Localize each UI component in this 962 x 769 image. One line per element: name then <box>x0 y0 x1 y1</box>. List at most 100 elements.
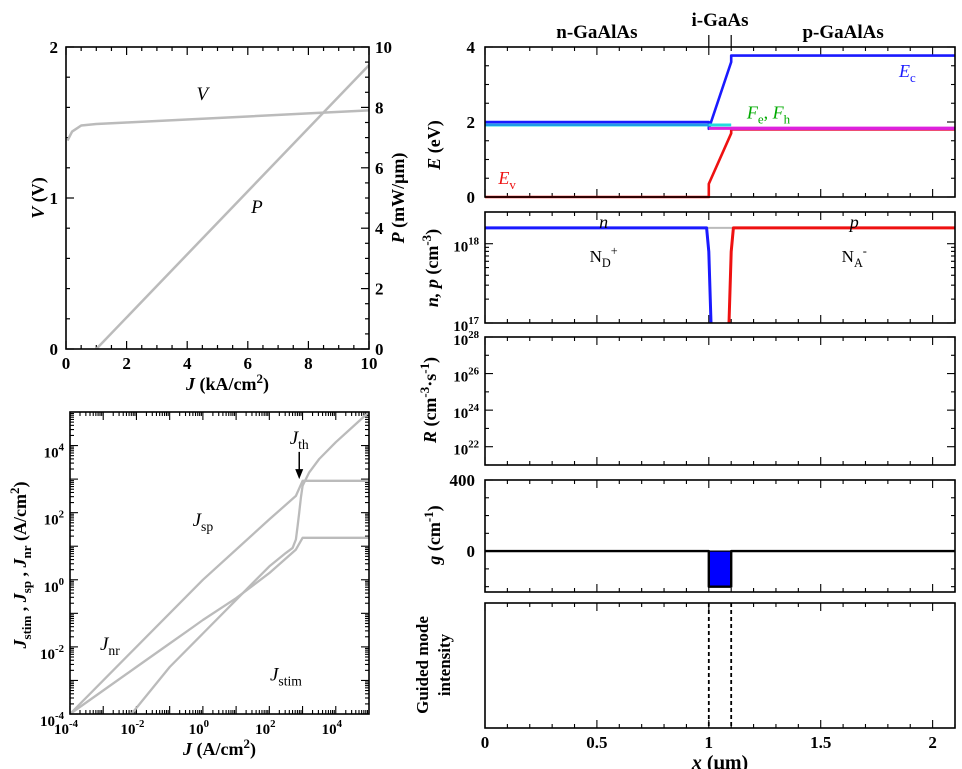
vp-xtick-label-4-part-0: 8 <box>304 354 313 373</box>
vp-xlabel-part-1: (kA/cm <box>195 374 257 395</box>
cur-annotation-sp: Jsp <box>193 510 214 534</box>
cur-ytick-label-1: 10-2 <box>40 643 64 663</box>
recomb-ytick-label-3: 1028 <box>453 329 479 349</box>
recomb-ylabel-part-3: ·s <box>420 374 440 387</box>
bands-ytick-label-2-part-0: 4 <box>467 38 476 57</box>
cur-ytick-label-0-part-0: 10 <box>40 714 55 730</box>
vp-xtick-label-0-part-0: 0 <box>62 354 71 373</box>
vp-yright-label-4-part-0: 8 <box>375 98 384 117</box>
recomb-frame <box>484 336 956 466</box>
bands-label-fermi-part-1: e <box>758 111 764 126</box>
carriers-ylabel-part-0: n, p <box>422 279 442 307</box>
region-label-i: i-GaAs <box>692 10 749 31</box>
carriers-label-n: n <box>599 212 608 232</box>
cur-annotation-nr-part-0: J <box>100 634 110 655</box>
cur-ylabel-part-8: (A/cm <box>10 494 31 545</box>
vp-xlabel-part-2: 2 <box>257 371 263 386</box>
cur-ytick-label-0: 10-4 <box>40 710 65 730</box>
vp-yleft-label-2: 2 <box>50 38 59 57</box>
gain-ylabel-part-1: (cm <box>424 522 445 555</box>
cur-ylabel-part-7: nr <box>19 545 34 558</box>
cur-xtick-label-2-part-0: 10 <box>189 722 204 738</box>
cur-ylabel-part-0: J <box>10 638 30 649</box>
cur-xtick-label-0-part-0: 10 <box>54 722 69 738</box>
cur-annotation-stim: Jstim <box>270 664 302 688</box>
carriers-label-n-part-0: n <box>599 212 608 232</box>
vp-yright-label-1-part-0: 2 <box>375 280 384 299</box>
vp-yright-label-2: 4 <box>375 219 384 238</box>
bands-ylabel-part-0: E <box>424 158 444 171</box>
vp-xtick-label-4: 8 <box>304 354 313 373</box>
cur-xtick-label-2: 100 <box>189 718 209 738</box>
cur-xtick-label-4: 104 <box>322 718 343 738</box>
bands-series-E_c <box>485 54 955 131</box>
cur-ylabel-part-6: J <box>10 557 30 568</box>
bands-label-fermi-part-2: , <box>764 102 773 122</box>
carriers-ytick-label-0-part-0: 10 <box>453 319 468 335</box>
vp-yright-label-4: 8 <box>375 98 384 117</box>
mode-xtick-label-4: 2 <box>928 733 937 752</box>
vp-ylabel-right: P (mW/μm) <box>388 153 409 245</box>
vp-xtick-label-3-part-0: 6 <box>244 354 253 373</box>
vp-yright-label-5-part-0: 10 <box>375 38 392 57</box>
gain-series-g <box>485 549 955 588</box>
mode-xtick-label-3: 1.5 <box>810 733 831 752</box>
vp-annotation-V-part-0: V <box>197 84 211 105</box>
cur-ylabel-part-9: 2 <box>7 488 22 494</box>
region-label-n-part-0: n-GaAlAs <box>556 22 637 43</box>
carriers-ylabel-part-2: -3 <box>419 234 434 245</box>
vp-yright-label-5: 10 <box>375 38 392 57</box>
cur-ylabel-part-10: ) <box>10 482 31 488</box>
recomb-ylabel-part-1: (cm <box>420 398 441 431</box>
mode-xtick-label-2: 1 <box>705 733 714 752</box>
cur-xtick-label-3: 102 <box>255 718 275 738</box>
cur-ylabel-part-5: , <box>10 567 30 581</box>
cur-xtick-label-4-part-1: 4 <box>337 718 343 730</box>
vp-ylabel-left-part-0: V <box>28 205 48 219</box>
cur-ytick-label-0-part-1: -4 <box>55 710 65 722</box>
vp-yleft-label-0: 0 <box>50 340 59 359</box>
recomb-ylabel-part-5: ) <box>420 357 441 363</box>
bands-label-Ev: Ev <box>497 168 516 192</box>
bands-frame <box>484 46 956 198</box>
mode-xtick-label-1-part-0: 0.5 <box>586 733 607 752</box>
cur-xtick-label-1-part-1: -2 <box>135 718 144 730</box>
bands-ylabel: E (eV) <box>424 120 445 171</box>
vp-ylabel-right-part-0: P <box>388 231 408 244</box>
cur-xlabel-part-0: J <box>182 739 193 759</box>
cur-ytick-label-1-part-1: -2 <box>55 643 64 655</box>
vp-xtick-label-2: 4 <box>183 354 192 373</box>
carriers-label-ND: ND+ <box>590 244 618 270</box>
vp-xtick-label-0: 0 <box>62 354 71 373</box>
mode-xlabel: x (μm) <box>691 752 748 769</box>
recomb-ytick-label-2: 1026 <box>453 366 479 386</box>
gain-ylabel-part-3: ) <box>424 505 445 511</box>
vp-xtick-label-1: 2 <box>122 354 131 373</box>
mode-xtick-label-1: 0.5 <box>586 733 607 752</box>
bands-label-Ec: Ec <box>898 61 916 85</box>
recomb-ytick-label-2-part-0: 10 <box>453 370 468 386</box>
cur-ylabel-part-4: sp <box>19 581 34 593</box>
cur-xtick-label-3-part-0: 10 <box>255 722 270 738</box>
recomb-ytick-label-3-part-0: 10 <box>453 333 468 349</box>
region-label-i-part-0: i-GaAs <box>692 10 749 31</box>
cur-ytick-label-3-part-1: 2 <box>59 509 64 521</box>
gain-ytick-label-0-part-0: 0 <box>467 542 476 561</box>
mode-frame <box>484 602 956 729</box>
vp-xlabel: J (kA/cm2) <box>185 371 269 395</box>
mode-ylabel-2: intensity <box>435 633 454 696</box>
carriers-ytick-label-1: 1018 <box>453 236 479 256</box>
bands-label-fermi-part-0: F <box>746 102 759 122</box>
vp-yright-label-1: 2 <box>375 280 384 299</box>
bands-ylabel-part-1: (eV) <box>424 120 445 157</box>
cur-ytick-label-2-part-1: 0 <box>59 576 64 588</box>
bands-label-Ev-part-0: E <box>497 168 509 188</box>
carriers-ylabel: n, p (cm-3) <box>419 229 443 307</box>
carriers-ytick-label-1-part-0: 10 <box>453 240 468 256</box>
mode-xtick-label-3-part-0: 1.5 <box>810 733 831 752</box>
vp-yright-label-2-part-0: 4 <box>375 219 384 238</box>
vp-annotation-P-part-0: P <box>250 197 263 218</box>
recomb-ylabel: R (cm-3·s-1) <box>417 357 441 444</box>
cur-ytick-label-3: 102 <box>44 509 64 529</box>
